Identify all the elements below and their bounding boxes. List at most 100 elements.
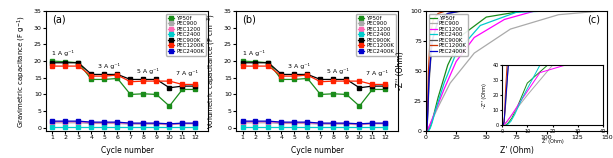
YP50f [369, 88, 376, 90]
PEC2400K [49, 120, 56, 122]
PEC1200 [49, 121, 56, 123]
YP50f [62, 61, 69, 63]
PEC900K [127, 79, 134, 80]
PEC2400 [477, 24, 484, 26]
PEC2400 [140, 126, 147, 128]
PEC900 [179, 123, 186, 125]
PEC2400K [278, 121, 285, 123]
X-axis label: Cycle number: Cycle number [291, 146, 344, 155]
PEC2400 [153, 126, 160, 128]
PEC2400K [423, 130, 430, 131]
PEC1200K [166, 80, 173, 82]
YP50f [330, 93, 337, 95]
PEC1200 [62, 121, 69, 123]
Text: (c): (c) [587, 15, 600, 25]
PEC900K [179, 85, 186, 87]
PEC2400K [424, 123, 431, 125]
PEC1200 [75, 121, 82, 123]
PEC900 [423, 130, 430, 132]
PEC900 [471, 52, 478, 54]
PEC1200 [531, 10, 538, 12]
PEC2400K [166, 123, 173, 125]
PEC900K [291, 73, 298, 75]
PEC2400 [252, 126, 259, 128]
PEC1200 [239, 121, 246, 123]
PEC900 [291, 122, 298, 124]
PEC1200K [88, 75, 95, 77]
PEC900 [88, 122, 95, 124]
PEC1200K [239, 65, 246, 67]
PEC1200 [425, 127, 432, 129]
PEC900 [75, 122, 82, 124]
YP50f [192, 88, 199, 90]
Text: 3 A g⁻¹: 3 A g⁻¹ [288, 63, 310, 69]
PEC2400 [278, 126, 285, 128]
PEC2400K [62, 120, 69, 122]
PEC2400 [88, 126, 95, 128]
PEC900K [369, 85, 376, 87]
Line: YP50f: YP50f [428, 11, 571, 131]
PEC2400K [356, 123, 363, 125]
Line: PEC2400: PEC2400 [240, 125, 387, 129]
PEC1200K [356, 80, 363, 82]
PEC900 [507, 28, 514, 30]
YP50f [459, 34, 466, 36]
PEC2400K [114, 121, 121, 123]
PEC2400K [444, 12, 451, 14]
PEC2400K [127, 122, 134, 124]
Y-axis label: Gravimetric capacitance (F g$^{-1}$): Gravimetric capacitance (F g$^{-1}$) [16, 15, 28, 128]
PEC900 [424, 130, 431, 131]
YP50f [49, 60, 56, 62]
PEC900K [343, 79, 350, 80]
Line: PEC1200: PEC1200 [240, 120, 387, 126]
PEC900 [555, 14, 562, 16]
Line: PEC1200: PEC1200 [427, 11, 535, 131]
PEC1200K [435, 12, 442, 14]
PEC900 [425, 127, 432, 129]
YP50f [75, 62, 82, 64]
YP50f [179, 88, 186, 90]
Line: PEC2400K: PEC2400K [50, 119, 197, 126]
PEC1200 [424, 129, 431, 131]
PEC1200 [431, 112, 438, 114]
PEC2400 [425, 129, 433, 131]
PEC900K [166, 87, 173, 89]
PEC2400K [304, 121, 311, 123]
PEC900K [62, 62, 69, 64]
PEC900 [265, 122, 272, 124]
PEC1200K [252, 65, 259, 67]
PEC900 [317, 123, 324, 125]
PEC2400 [452, 52, 460, 54]
PEC2400K [140, 122, 147, 124]
Line: PEC1200K: PEC1200K [50, 64, 197, 86]
PEC2400K [88, 121, 95, 123]
PEC2400 [543, 10, 550, 12]
PEC2400 [330, 126, 337, 128]
YP50f [444, 64, 451, 66]
PEC900 [49, 122, 56, 124]
PEC2400 [49, 126, 56, 128]
Text: (a): (a) [53, 15, 66, 25]
PEC1200 [343, 122, 350, 124]
Line: PEC1200K: PEC1200K [427, 11, 445, 131]
YP50f [252, 61, 259, 63]
PEC2400K [75, 120, 82, 122]
PEC900 [192, 123, 199, 125]
PEC1200 [423, 130, 430, 132]
PEC900K [382, 85, 389, 87]
PEC900K [140, 79, 147, 80]
PEC900 [140, 123, 147, 125]
Line: PEC900K: PEC900K [240, 61, 387, 90]
PEC2400 [317, 126, 324, 128]
PEC900 [101, 122, 108, 124]
PEC900K [423, 130, 430, 131]
PEC900 [369, 123, 376, 125]
PEC2400 [356, 126, 363, 128]
PEC900K [278, 73, 285, 75]
YP50f [291, 79, 298, 80]
PEC2400K [428, 40, 436, 42]
PEC900K [435, 20, 442, 22]
Line: PEC900: PEC900 [427, 11, 607, 131]
PEC1200 [265, 121, 272, 123]
PEC2400K [153, 122, 160, 124]
